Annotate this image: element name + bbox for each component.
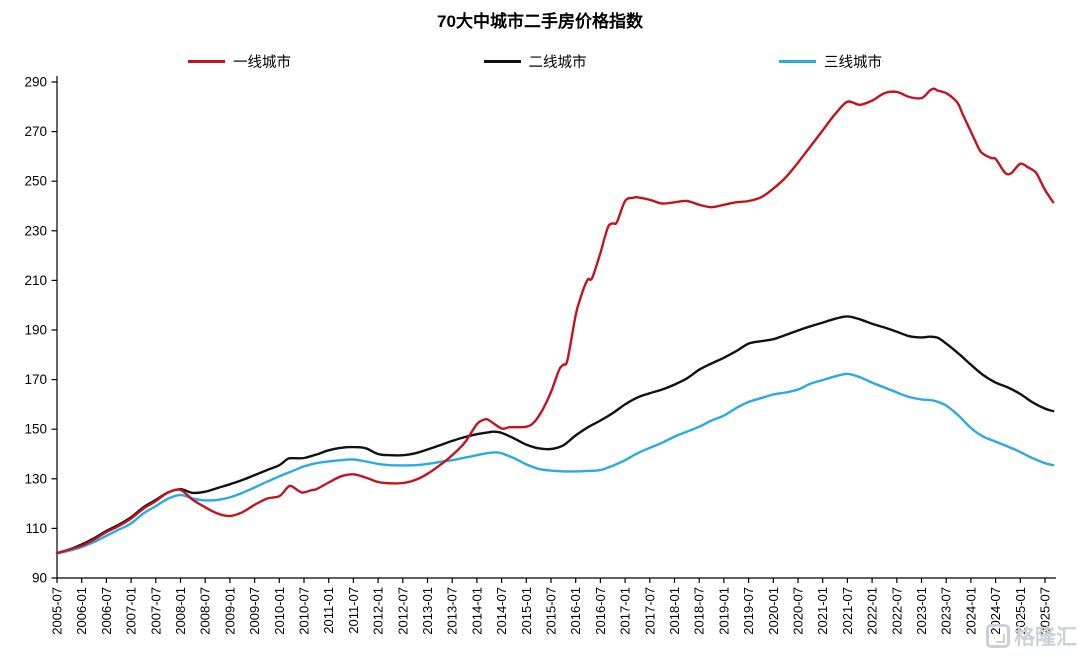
x-axis-tick-label: 2021-07	[840, 587, 855, 635]
x-axis-tick-label: 2008-01	[173, 587, 188, 635]
legend-line-swatch-black	[483, 60, 521, 63]
y-axis-tick-label: 150	[24, 422, 47, 437]
x-axis-tick-label: 2024-01	[963, 587, 978, 635]
x-axis-tick-label: 2014-07	[494, 587, 509, 635]
x-axis-tick-label: 2014-01	[469, 587, 484, 635]
chart-title: 70大中城市二手房价格指数	[437, 12, 643, 31]
y-axis-tick-label: 230	[24, 223, 47, 238]
watermark: 格隆汇	[986, 621, 1077, 651]
x-axis-tick-label: 2023-01	[914, 587, 929, 635]
x-axis-tick-label: 2005-07	[50, 587, 65, 635]
legend-label-second-tier: 二线城市	[528, 55, 587, 71]
x-axis-tick-label: 2013-01	[420, 587, 435, 635]
legend-item-first-tier: 一线城市	[188, 51, 291, 72]
x-axis-tick-label: 2010-01	[272, 587, 287, 635]
legend-line-swatch-cyan	[779, 60, 816, 63]
y-axis-tick-label: 290	[24, 75, 47, 90]
x-axis-tick-label: 2022-07	[889, 587, 904, 635]
legend: 一线城市 二线城市 三线城市	[188, 51, 882, 72]
x-axis-tick-label: 2025-07	[1038, 587, 1053, 635]
x-axis-tick-label: 2010-07	[297, 587, 312, 635]
x-axis-tick-label: 2015-01	[519, 587, 534, 635]
x-axis-tick-label: 2018-01	[667, 587, 682, 635]
series-line-second-tier	[55, 315, 1055, 555]
legend-item-third-tier: 三线城市	[779, 51, 882, 72]
x-axis-tick-label: 2025-01	[1013, 587, 1028, 635]
legend-item-second-tier: 二线城市	[483, 51, 587, 72]
x-axis-tick-label: 2009-07	[247, 587, 262, 635]
watermark-text: 格隆汇	[1014, 626, 1077, 649]
y-axis-tick-label: 210	[24, 273, 47, 288]
y-axis-tick-label: 110	[25, 521, 47, 536]
legend-line-swatch-red	[188, 60, 225, 63]
x-axis-tick-label: 2013-07	[445, 587, 460, 635]
y-axis-tick-label: 90	[32, 571, 47, 586]
x-axis-tick-label: 2020-07	[791, 587, 806, 635]
x-axis-tick-label: 2024-07	[988, 587, 1003, 635]
axis-lines	[56, 76, 1056, 579]
x-axis-tick-label: 2020-01	[766, 587, 781, 635]
x-axis-tick-label: 2007-07	[148, 587, 163, 635]
x-axis-tick-label: 2016-07	[593, 587, 608, 635]
x-axis-tick-label: 2017-01	[618, 587, 633, 635]
x-axis-tick-label: 2011-01	[321, 587, 336, 634]
y-axis-tick-label: 170	[24, 372, 47, 387]
x-axis-tick-label: 2006-01	[74, 587, 89, 635]
y-axis-tick-label: 190	[24, 323, 47, 338]
x-axis-tick-label: 2011-07	[346, 587, 361, 634]
x-axis-tick-label: 2021-01	[815, 587, 830, 635]
x-axis-tick-label: 2019-07	[741, 587, 756, 635]
x-axis-tick-label: 2006-07	[99, 587, 114, 635]
x-axis-tick-label: 2007-01	[124, 587, 139, 635]
x-axis-tick-label: 2009-01	[222, 587, 237, 635]
x-axis-tick-label: 2019-01	[716, 587, 731, 635]
gelonghui-logo-icon	[986, 624, 1010, 648]
y-axis-tick-label: 270	[24, 124, 47, 139]
legend-label-third-tier: 三线城市	[824, 55, 882, 71]
legend-label-first-tier: 一线城市	[233, 55, 291, 71]
y-axis-tick-label: 250	[24, 174, 47, 189]
x-axis-tick-label: 2023-07	[939, 587, 954, 635]
x-axis-tick-label: 2012-01	[371, 587, 386, 635]
x-axis-tick-label: 2008-07	[198, 587, 213, 635]
y-axis-tick-label: 130	[24, 471, 47, 486]
x-axis-tick-label: 2012-07	[395, 587, 410, 635]
x-axis-tick-label: 2016-01	[568, 587, 583, 635]
series-line-third-tier	[55, 372, 1055, 555]
x-axis-tick-label: 2018-07	[692, 587, 707, 635]
x-axis-tick-label: 2017-07	[642, 587, 657, 635]
x-axis-tick-label: 2022-01	[865, 587, 880, 635]
series-line-first-tier	[55, 87, 1055, 555]
x-axis-tick-label: 2015-07	[544, 587, 559, 635]
